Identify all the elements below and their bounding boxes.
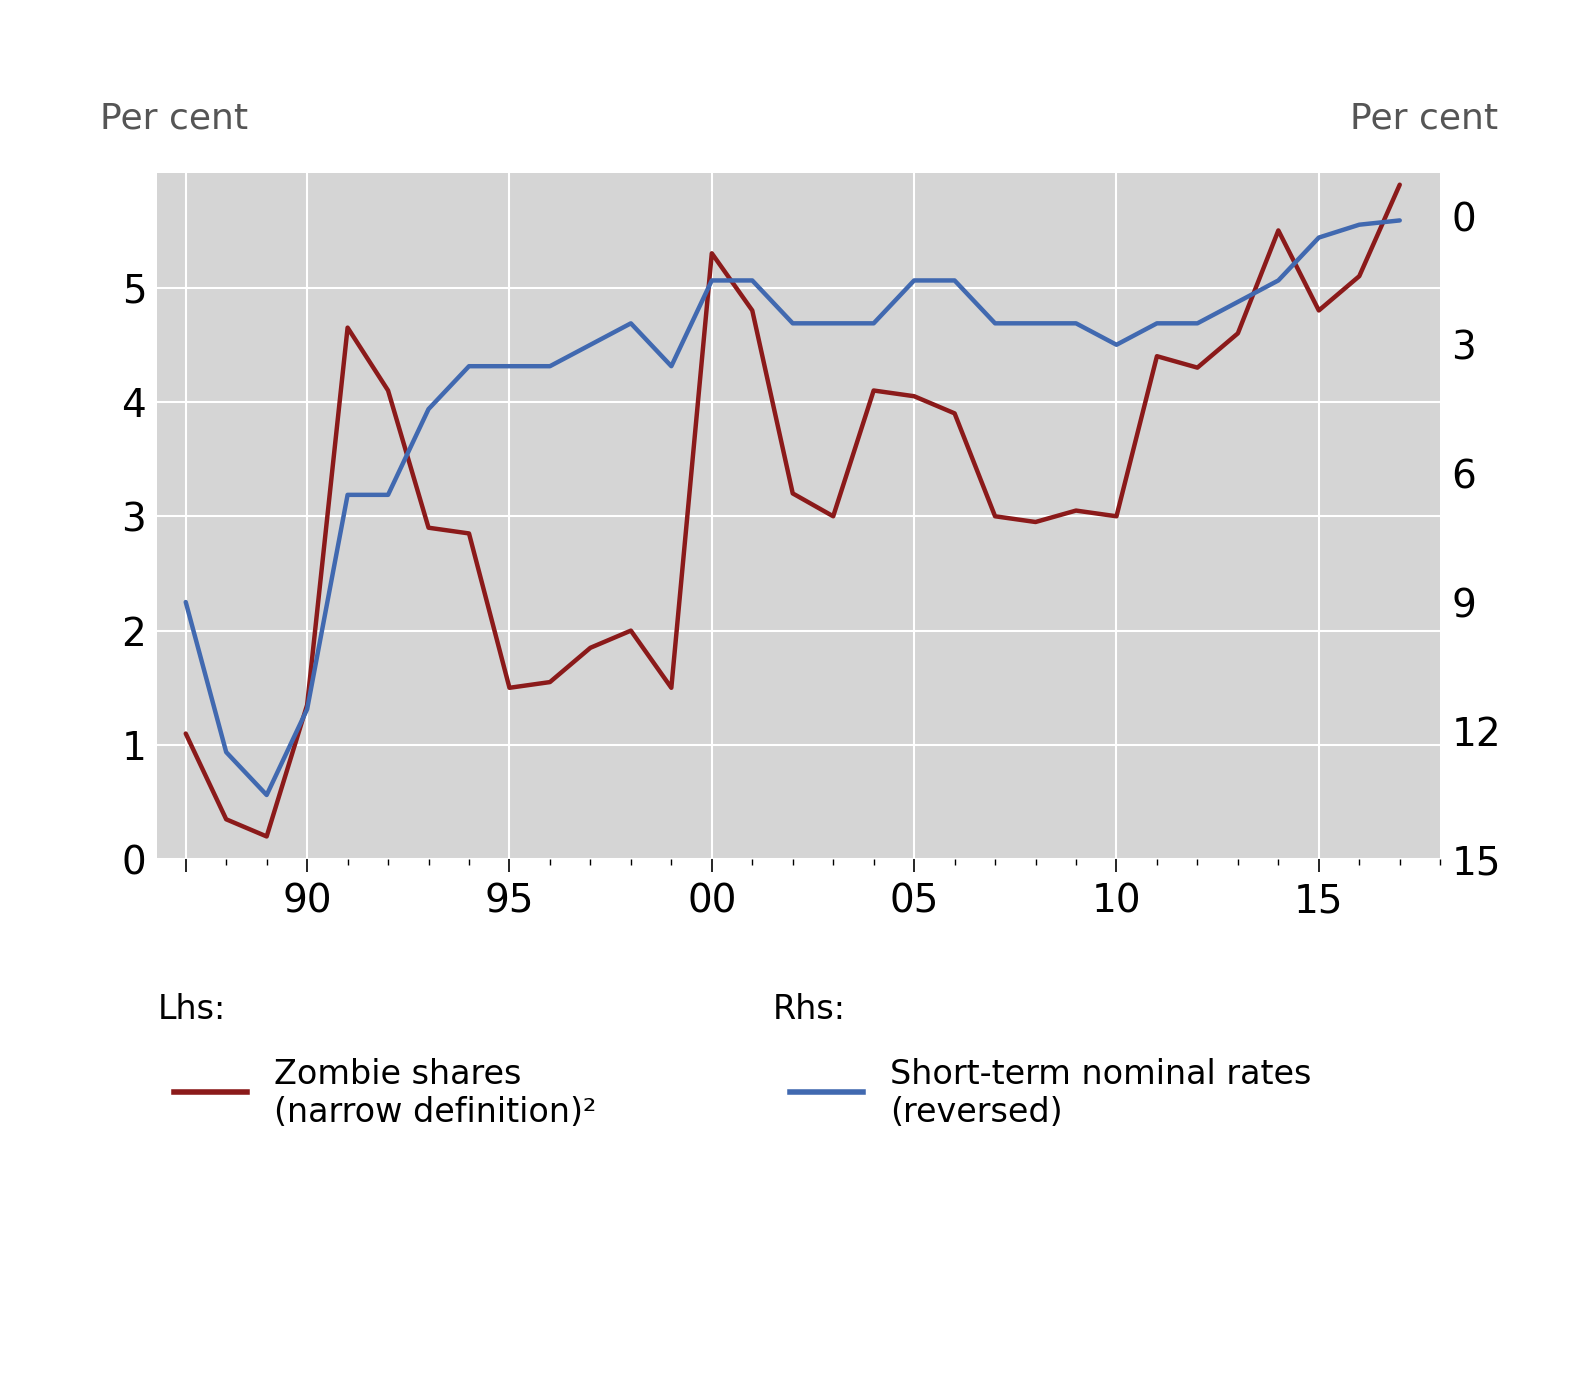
Legend: Short-term nominal rates
(reversed): Short-term nominal rates (reversed)	[790, 1058, 1311, 1130]
Text: Rhs:: Rhs:	[773, 994, 847, 1026]
Text: Lhs:: Lhs:	[157, 994, 225, 1026]
Text: Per cent: Per cent	[1350, 101, 1498, 136]
Text: Per cent: Per cent	[99, 101, 247, 136]
